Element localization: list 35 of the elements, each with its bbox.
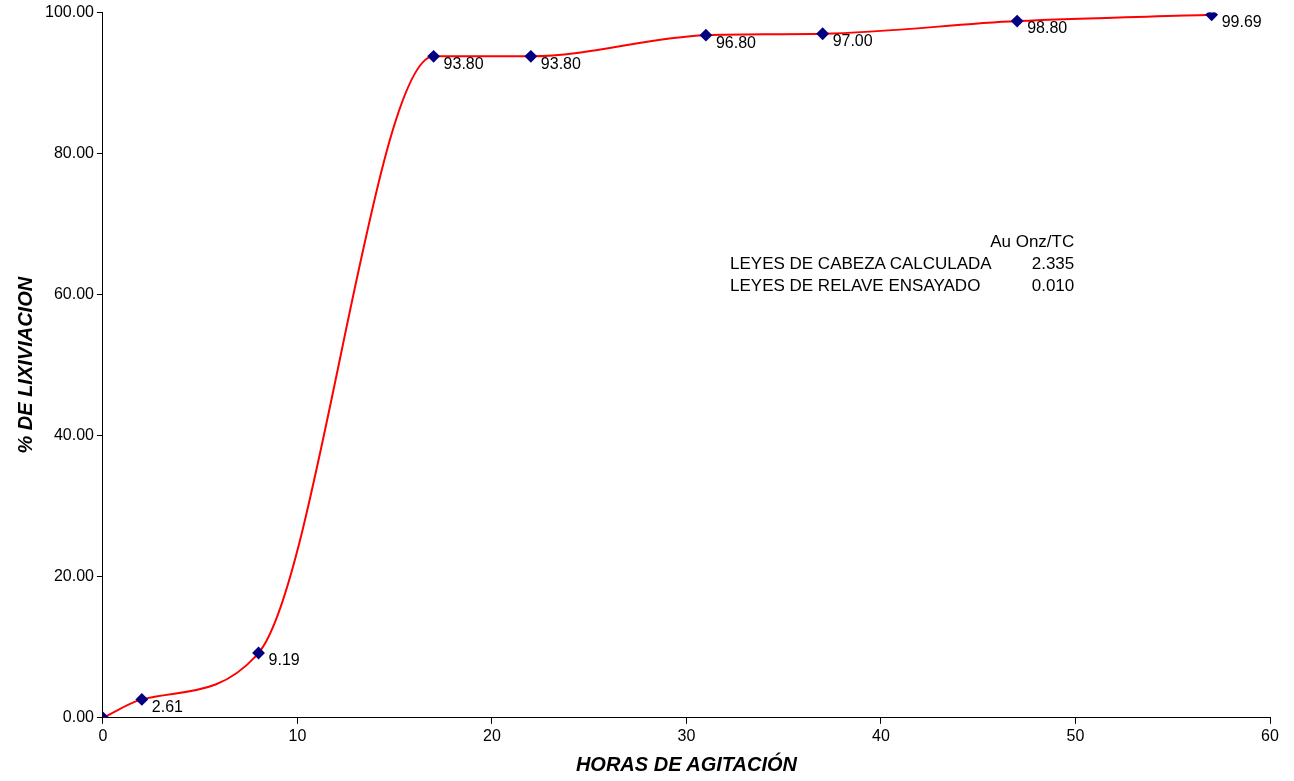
data-label: 9.19 xyxy=(268,651,300,669)
point xyxy=(816,27,829,40)
y-tick-label: 80.00 xyxy=(53,144,95,162)
point xyxy=(135,693,148,706)
x-tick-label: 40 xyxy=(872,726,890,744)
annotation: LEYES DE RELAVE ENSAYADO xyxy=(730,276,982,296)
data-label: 97.00 xyxy=(832,32,873,50)
annotation: LEYES DE CABEZA CALCULADA xyxy=(730,254,992,274)
y-tick-label: 20.00 xyxy=(53,567,95,585)
annotation: 0.010 xyxy=(1031,276,1075,296)
point xyxy=(252,646,265,659)
data-label: 93.80 xyxy=(540,54,581,72)
y-tick-label: 100.00 xyxy=(45,3,95,21)
data-label: 99.69 xyxy=(1221,13,1262,31)
point xyxy=(524,50,537,63)
point xyxy=(1011,15,1024,28)
y-axis-title: % DE LIXIVIACION xyxy=(13,276,36,454)
x-tick-label: 0 xyxy=(98,726,108,744)
data-label: 98.80 xyxy=(1027,19,1068,37)
x-tick-label: 50 xyxy=(1066,726,1085,744)
y-tick-label: 0.00 xyxy=(62,708,95,726)
data-label: 2.61 xyxy=(151,697,184,715)
y-tick-label: 60.00 xyxy=(53,285,95,303)
x-tick-label: 30 xyxy=(677,726,696,744)
x-tick-label: 10 xyxy=(288,726,307,744)
annotation: 2.335 xyxy=(1031,254,1075,274)
x-axis-title: HORAS DE AGITACIÓN xyxy=(575,751,798,775)
point xyxy=(699,29,712,42)
annotation: Au Onz/TC xyxy=(989,232,1075,252)
data-label: 93.80 xyxy=(443,54,484,72)
x-tick-label: 60 xyxy=(1261,726,1279,744)
x-tick-label: 20 xyxy=(483,726,501,744)
point xyxy=(427,50,440,63)
y-tick-label: 40.00 xyxy=(53,426,95,444)
data-label: 96.80 xyxy=(715,33,757,51)
